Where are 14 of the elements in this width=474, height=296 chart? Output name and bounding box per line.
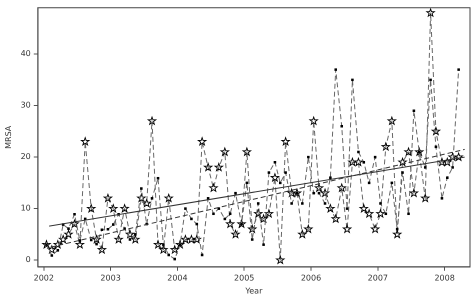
y-tick-label: 10: [20, 204, 31, 213]
x-tick-label: 2006: [300, 274, 322, 283]
y-axis-title: MRSA: [4, 125, 13, 149]
x-tick-label: 2005: [234, 274, 254, 283]
x-tick-label: 2003: [100, 274, 121, 283]
y-tick-label: 20: [20, 152, 31, 162]
x-tick-label: 2004: [167, 274, 188, 283]
y-tick-label: 30: [20, 100, 31, 110]
x-tick-label: 2007: [368, 274, 388, 283]
x-tick-label: 2002: [34, 274, 54, 283]
x-axis-title: Year: [244, 286, 264, 296]
y-tick-label: 0: [26, 255, 31, 264]
y-tick-label: 40: [20, 49, 31, 58]
x-tick-label: 2008: [434, 274, 455, 283]
